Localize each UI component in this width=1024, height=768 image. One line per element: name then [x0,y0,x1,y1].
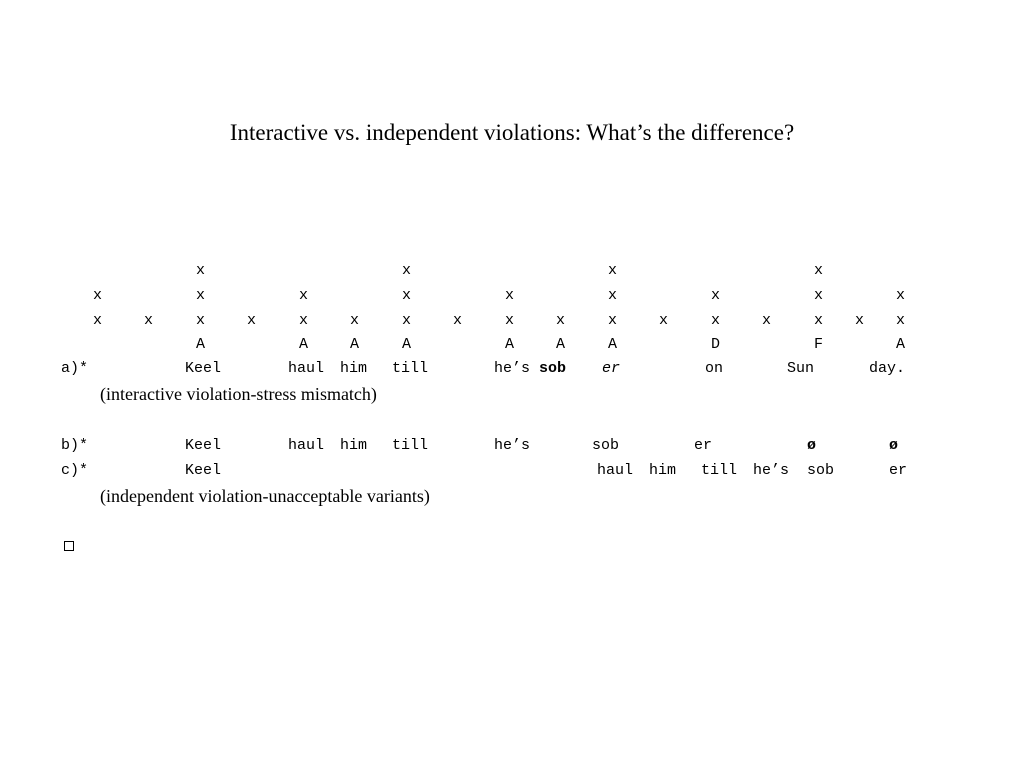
grid-mark: x [93,312,103,329]
null-symbol: ø [807,437,817,454]
word: haul [288,437,325,454]
grid-mark: x [402,312,412,329]
word: him [649,462,677,479]
grid-mark: x [711,312,721,329]
grid-letter: A [556,336,566,353]
word: er [889,462,908,479]
example-a-label: a)* [61,360,89,377]
word: till [701,462,738,479]
word: he’s [494,437,531,454]
grid-mark: x [196,287,206,304]
word: sob [807,462,835,479]
grid-mark: x [299,287,309,304]
grid-mark: x [814,312,824,329]
grid-letter: A [608,336,618,353]
grid-mark: x [453,312,463,329]
grid-mark: x [505,312,515,329]
grid-mark: x [196,312,206,329]
grid-letter: A [350,336,360,353]
grid-mark: x [196,262,206,279]
word: Keel [185,360,222,377]
word: him [340,437,368,454]
word: day. [869,360,906,377]
slide-title: Interactive vs. independent violations: … [229,120,795,145]
grid-letter: A [896,336,906,353]
grid-mark: x [855,312,865,329]
grid-letter: A [402,336,412,353]
grid-mark: x [144,312,154,329]
word: him [340,360,368,377]
word: Keel [185,462,222,479]
example-c-label: c)* [61,462,89,479]
word-italic: er [602,360,621,377]
grid-mark: x [896,312,906,329]
word: till [392,437,429,454]
grid-mark: x [247,312,257,329]
grid-mark: x [659,312,669,329]
square-bullet-icon [64,541,74,551]
word: on [705,360,724,377]
grid-letter: D [711,336,721,353]
grid-letter: F [814,336,824,353]
grid-mark: x [299,312,309,329]
grid-mark: x [505,287,515,304]
grid-mark: x [608,312,618,329]
null-symbol: ø [889,437,899,454]
word: Keel [185,437,222,454]
note-independent: (independent violation-unacceptable vari… [100,486,430,506]
grid-mark: x [350,312,360,329]
word: he’s [753,462,790,479]
grid-mark: x [402,287,412,304]
grid-mark: x [608,262,618,279]
grid-mark: x [556,312,566,329]
word: he’s [494,360,531,377]
grid-mark: x [814,287,824,304]
word-emphasized: sob [539,360,567,377]
grid-mark: x [814,262,824,279]
word: er [694,437,713,454]
grid-letter: A [196,336,206,353]
grid-mark: x [896,287,906,304]
grid-mark: x [711,287,721,304]
grid-mark: x [93,287,103,304]
word: haul [288,360,325,377]
note-interactive: (interactive violation-stress mismatch) [100,384,377,404]
word: till [392,360,429,377]
grid-mark: x [762,312,772,329]
word: haul [597,462,634,479]
word: sob [592,437,620,454]
grid-letter: A [505,336,515,353]
word: Sun [787,360,815,377]
example-b-label: b)* [61,437,89,454]
grid-mark: x [402,262,412,279]
grid-letter: A [299,336,309,353]
grid-mark: x [608,287,618,304]
